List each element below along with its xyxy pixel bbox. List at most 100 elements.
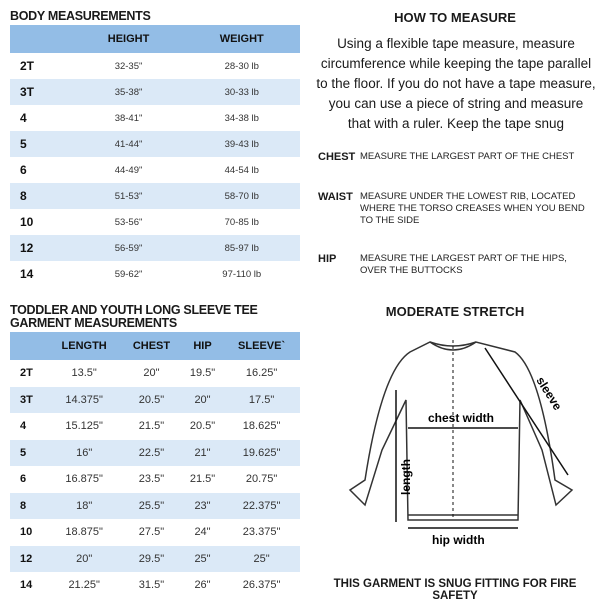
def-label: HIP <box>318 253 337 265</box>
size-cell: 14 <box>20 267 34 281</box>
shirt-diagram: chest width length sleeve hip width <box>348 340 574 547</box>
table-row: 10 18.875" 27.5" 24" 23.375" <box>10 519 300 546</box>
value-cell: 21.5" <box>138 420 165 433</box>
value-cell: 20.5" <box>121 386 182 413</box>
value-cell: 44-54 lb <box>224 164 259 176</box>
table-row: 8 51-53" 58-70 lb <box>10 183 300 209</box>
value-cell: 44-49" <box>114 164 143 176</box>
table-row: 10 53-56" 70-85 lb <box>10 209 300 235</box>
value-cell: 38-41" <box>114 112 143 124</box>
body-measurements-table: HEIGHT WEIGHT 2T 32-35" 28-30 lb 3T 35-38" 30-3… <box>10 25 300 287</box>
value-cell: 19.5" <box>189 367 216 380</box>
value-cell: 14.375" <box>47 386 122 413</box>
def-chest: CHEST MEASURE THE LARGEST PART OF THE CHE… <box>318 151 590 163</box>
def-text: MEASURE THE LARGEST PART OF THE HIPS, OV… <box>360 253 567 276</box>
def-waist: WAIST MEASURE UNDER THE LOWEST RIB, LOCAT… <box>318 191 590 227</box>
value-cell: 21.25" <box>68 579 100 592</box>
table-row: 12 20" 29.5" 25" 25" <box>10 545 300 572</box>
shirt-outline <box>348 341 574 521</box>
table-row: 3T 35-38" 30-33 lb <box>10 79 300 105</box>
value-cell: 20" <box>181 386 224 413</box>
value-cell: 16.25" <box>245 367 278 380</box>
value-cell: 41-44" <box>73 131 184 157</box>
table-row: 3T 14.375" 20.5" 20" 17.5" <box>10 386 300 413</box>
value-cell: 70-85 lb <box>224 216 259 228</box>
size-cell: 6 <box>20 163 27 177</box>
column-header: HIP <box>181 332 224 360</box>
chest-label: chest width <box>428 411 494 425</box>
size-cell: 10 <box>20 215 34 229</box>
size-cell: 8 <box>10 492 48 519</box>
value-cell: 24" <box>194 526 211 539</box>
size-cell: 14 <box>20 579 33 592</box>
value-cell: 16" <box>47 439 122 466</box>
value-cell: 31.5" <box>138 579 165 592</box>
footer-note: THIS GARMENT IS SNUG FITTING FOR FIRE SA… <box>333 578 577 602</box>
size-cell: 6 <box>20 473 27 486</box>
def-text: MEASURE UNDER THE LOWEST RIB, LOCATED WH… <box>360 191 585 226</box>
column-header: HEIGHT <box>73 25 184 53</box>
value-cell: 17.5" <box>223 386 300 413</box>
table-row: 12 56-59" 85-97 lb <box>10 235 300 261</box>
how-to-measure-title: HOW TO MEASURE <box>394 10 516 25</box>
size-cell: 5 <box>10 439 48 466</box>
value-cell: 28-30 lb <box>224 60 259 72</box>
stretch-title: MODERATE STRETCH <box>385 304 525 319</box>
value-cell: 29.5" <box>121 545 182 572</box>
table-row: 6 16.875" 23.5" 21.5" 20.75" <box>10 466 300 493</box>
value-cell: 53-56" <box>114 216 143 228</box>
size-cell: 4 <box>20 111 27 125</box>
value-cell: 59-62" <box>114 268 143 280</box>
table-row: 6 44-49" 44-54 lb <box>10 157 300 183</box>
body-measurements-title: BODY MEASUREMENTS <box>10 9 151 23</box>
garment-title: TODDLER AND YOUTH LONG SLEEVE TEE GARMENT… <box>10 304 258 330</box>
size-cell: 4 <box>20 420 27 433</box>
value-cell: 35-38" <box>73 79 184 105</box>
value-cell: 25.5" <box>121 492 182 519</box>
value-cell: 15.125" <box>65 420 103 433</box>
size-cell: 2T <box>20 59 35 73</box>
garment-title-line2: GARMENT MEASUREMENTS <box>10 316 177 330</box>
def-hip: HIP MEASURE THE LARGEST PART OF THE HIPS,… <box>318 253 590 277</box>
table-row: 2T 32-35" 28-30 lb <box>10 53 300 79</box>
value-cell: 20.5" <box>189 420 216 433</box>
size-cell: 12 <box>10 545 48 572</box>
value-cell: 23.5" <box>138 473 165 486</box>
column-header <box>10 25 74 53</box>
value-cell: 27.5" <box>138 526 165 539</box>
column-header: SLEEVE` <box>223 332 300 360</box>
def-label: WAIST <box>318 191 353 203</box>
value-cell: 25" <box>223 545 300 572</box>
value-cell: 26" <box>194 579 211 592</box>
size-cell: 5 <box>10 131 74 157</box>
value-cell: 20" <box>47 545 122 572</box>
how-to-measure-intro: Using a flexible tape measure, measure c… <box>316 36 596 131</box>
size-cell: 3T <box>10 79 74 105</box>
table-row: 4 38-41" 34-38 lb <box>10 105 300 131</box>
table-row: 8 18" 25.5" 23" 22.375" <box>10 492 300 519</box>
size-cell: 2T <box>20 367 33 380</box>
value-cell: 34-38 lb <box>224 112 259 124</box>
column-header: CHEST <box>121 332 182 360</box>
table-row: 5 16" 22.5" 21" 19.625" <box>10 439 300 466</box>
garment-title-line1: TODDLER AND YOUTH LONG SLEEVE TEE <box>10 303 258 317</box>
size-cell: 10 <box>20 526 33 539</box>
garment-measurements-table: LENGTH CHEST HIP SLEEVE` 2T 13.5" 20" 19.5" 16.2… <box>10 332 300 599</box>
value-cell: 97-110 lb <box>222 268 262 280</box>
table-row: 2T 13.5" 20" 19.5" 16.25" <box>10 360 300 387</box>
value-cell: 23.375" <box>242 526 281 539</box>
value-cell: 30-33 lb <box>183 79 300 105</box>
size-cell: 8 <box>10 183 74 209</box>
table-row: 5 41-44" 39-43 lb <box>10 131 300 157</box>
value-cell: 85-97 lb <box>183 235 300 261</box>
value-cell: 22.5" <box>121 439 182 466</box>
value-cell: 13.5" <box>71 367 97 380</box>
sleeve-arrow <box>484 347 569 476</box>
value-cell: 19.625" <box>223 439 300 466</box>
value-cell: 20" <box>143 367 160 380</box>
value-cell: 25" <box>181 545 224 572</box>
hip-label: hip width <box>432 533 485 547</box>
def-label: CHEST <box>318 151 356 163</box>
value-cell: 26.375" <box>242 579 281 592</box>
table-row: 14 59-62" 97-110 lb <box>10 261 300 287</box>
